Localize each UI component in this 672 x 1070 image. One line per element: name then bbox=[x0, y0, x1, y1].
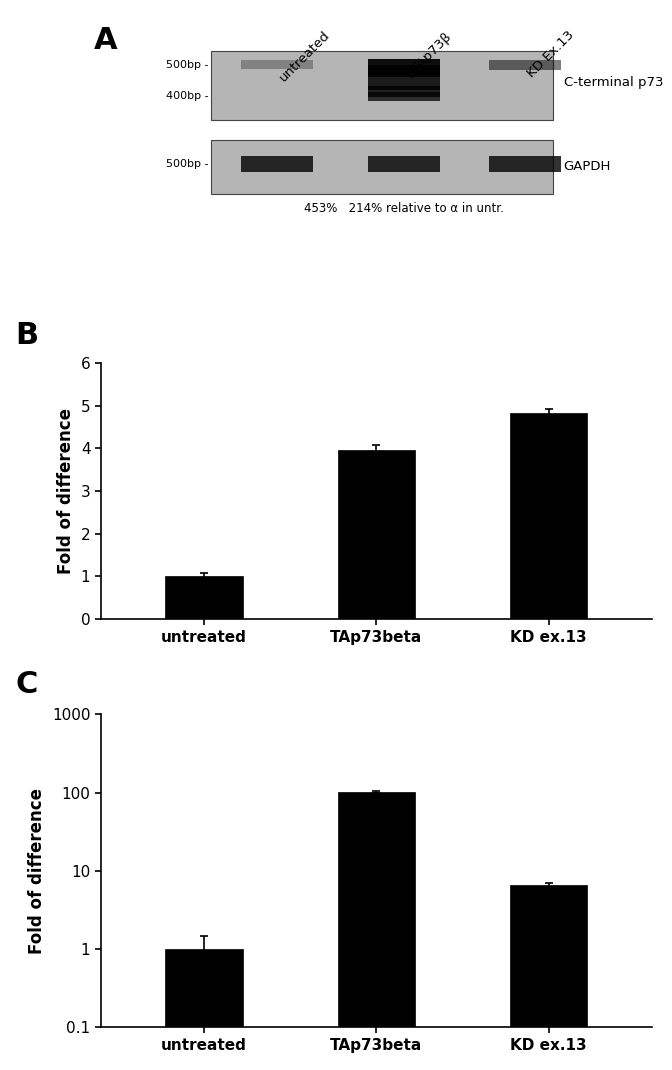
Text: hTAp73β: hTAp73β bbox=[404, 29, 454, 79]
Text: 500bp -: 500bp - bbox=[166, 159, 208, 169]
Bar bbox=[368, 86, 439, 97]
Bar bbox=[337, 449, 415, 620]
Text: A: A bbox=[94, 27, 118, 56]
Y-axis label: Fold of difference: Fold of difference bbox=[57, 408, 75, 575]
Bar bbox=[368, 59, 439, 71]
Text: KD Ex.13: KD Ex.13 bbox=[525, 29, 577, 80]
Bar bbox=[211, 140, 552, 194]
Text: GAPDH: GAPDH bbox=[564, 160, 611, 173]
Text: B: B bbox=[15, 321, 38, 350]
Y-axis label: Fold of difference: Fold of difference bbox=[28, 788, 46, 953]
Text: 400bp -: 400bp - bbox=[165, 91, 208, 101]
Bar bbox=[241, 156, 313, 172]
Bar bbox=[368, 92, 439, 101]
Bar bbox=[510, 885, 587, 1070]
Bar bbox=[368, 68, 439, 90]
Text: untreated: untreated bbox=[277, 29, 333, 85]
Bar bbox=[489, 60, 561, 70]
Bar bbox=[241, 60, 313, 70]
Text: 500bp -: 500bp - bbox=[166, 60, 208, 70]
Bar bbox=[165, 577, 243, 620]
Bar bbox=[368, 65, 439, 77]
Bar bbox=[165, 949, 243, 1070]
Bar bbox=[368, 156, 439, 172]
Bar bbox=[510, 413, 587, 620]
Bar bbox=[337, 792, 415, 1070]
Bar bbox=[489, 156, 561, 172]
Text: 453%   214% relative to α in untr.: 453% 214% relative to α in untr. bbox=[304, 202, 504, 215]
Text: C: C bbox=[15, 670, 38, 699]
Text: C-terminal p73: C-terminal p73 bbox=[564, 76, 663, 89]
Bar bbox=[211, 51, 552, 120]
